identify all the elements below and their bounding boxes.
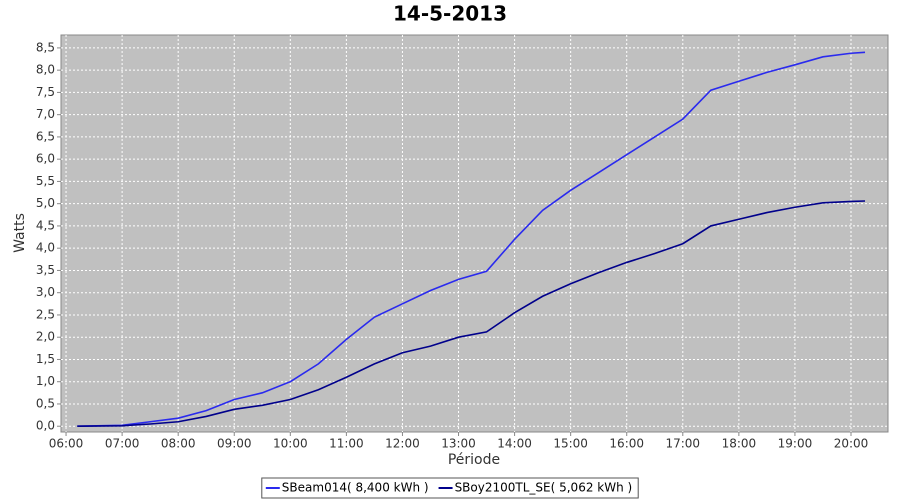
x-tick-label: 14:00 <box>497 437 532 451</box>
x-tick-label: 11:00 <box>329 437 364 451</box>
x-tick-label: 07:00 <box>105 437 140 451</box>
legend-item: SBoy2100TL_SE( 5,062 kWh ) <box>438 481 633 495</box>
y-tick-label: 7,0 <box>36 107 55 121</box>
legend-text: SBeam014( 8,400 kWh ) <box>282 481 429 495</box>
y-tick-label: 5,5 <box>36 174 55 188</box>
chart-title: 14-5-2013 <box>393 2 507 26</box>
y-tick-label: 6,5 <box>36 129 55 143</box>
y-tick-label: 4,5 <box>36 218 55 232</box>
legend-text: SBoy2100TL_SE( 5,062 kWh ) <box>455 481 633 495</box>
x-tick-label: 09:00 <box>217 437 252 451</box>
x-tick-label: 15:00 <box>553 437 588 451</box>
y-tick-label: 8,5 <box>36 40 55 54</box>
y-tick-label: 7,5 <box>36 85 55 99</box>
y-tick-label: 2,5 <box>36 307 55 321</box>
y-tick-label: 1,5 <box>36 352 55 366</box>
y-axis-label: Watts <box>12 213 28 253</box>
x-tick-label: 16:00 <box>609 437 644 451</box>
series-line <box>77 200 866 428</box>
x-tick-label: 17:00 <box>665 437 700 451</box>
y-tick-label: 2,0 <box>36 330 55 344</box>
x-tick-label: 20:00 <box>834 437 869 451</box>
plot-area <box>60 34 889 433</box>
y-tick-label: 0,5 <box>36 396 55 410</box>
y-tick-label: 4,0 <box>36 241 55 255</box>
y-tick-label: 6,0 <box>36 152 55 166</box>
y-tick-label: 3,5 <box>36 263 55 277</box>
x-tick-label: 13:00 <box>441 437 476 451</box>
x-tick-label: 08:00 <box>161 437 196 451</box>
y-tick-label: 0,0 <box>36 419 55 433</box>
y-tick-label: 8,0 <box>36 63 55 77</box>
legend-item: SBeam014( 8,400 kWh ) <box>265 481 429 495</box>
series-line <box>77 51 866 428</box>
y-tick-label: 5,0 <box>36 196 55 210</box>
y-tick-label: 1,0 <box>36 374 55 388</box>
x-tick-label: 18:00 <box>722 437 757 451</box>
y-tick-label: 3,0 <box>36 285 55 299</box>
x-tick-label: 06:00 <box>49 437 84 451</box>
x-tick-label: 12:00 <box>385 437 420 451</box>
x-tick-label: 10:00 <box>273 437 308 451</box>
legend: SBeam014( 8,400 kWh ) SBoy2100TL_SE( 5,06… <box>261 477 639 499</box>
x-axis-label: Période <box>448 452 500 468</box>
x-tick-label: 19:00 <box>778 437 813 451</box>
